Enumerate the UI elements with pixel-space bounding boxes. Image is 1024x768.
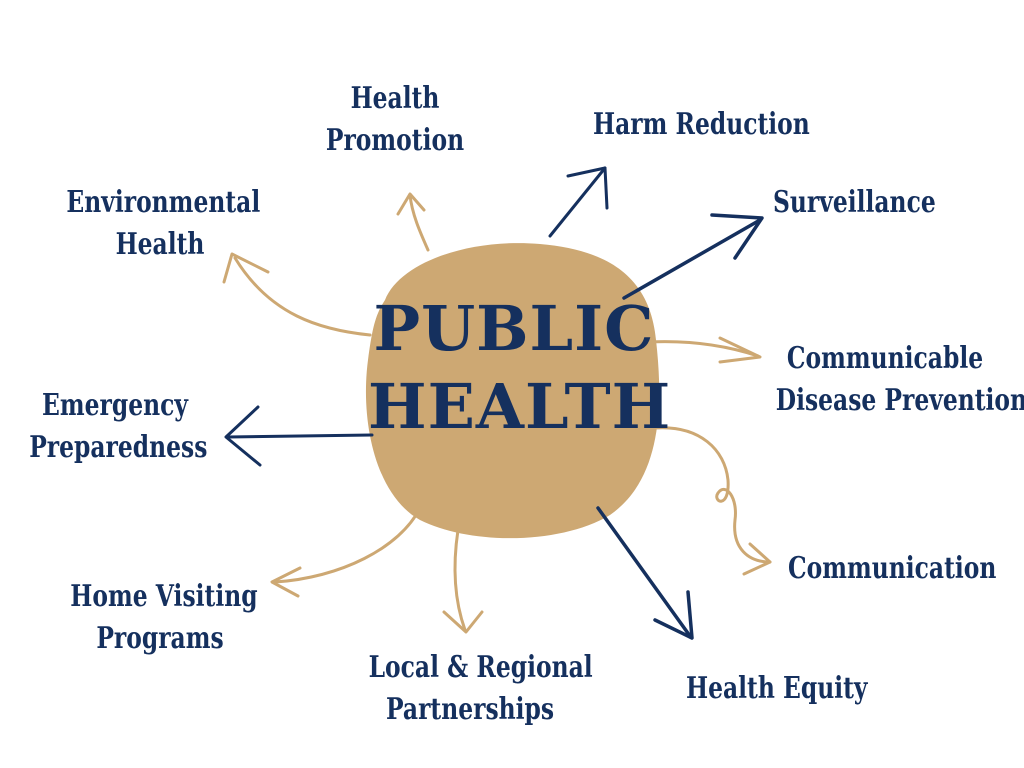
node-home-visiting-programs: Home Visiting Programs xyxy=(70,579,258,656)
arrow-communicable-disease xyxy=(646,336,762,364)
node-surveillance: Surveillance xyxy=(773,185,936,220)
arrow-harm-reduction xyxy=(548,166,609,238)
arrow-health-promotion xyxy=(396,192,430,252)
arrow-emergency-preparedness xyxy=(224,405,374,467)
node-health-promotion: Health Promotion xyxy=(325,81,465,158)
arrow-home-visiting xyxy=(270,506,422,598)
arrow-environmental-health xyxy=(222,252,372,337)
center-title: PUBLIC HEALTH xyxy=(368,290,672,446)
node-communicable-disease-prevention: Communicable Disease Prevention xyxy=(775,341,1024,418)
node-environmental-health: Environmental Health xyxy=(66,185,261,262)
arrow-local-regional xyxy=(442,528,484,634)
node-health-equity: Health Equity xyxy=(686,671,868,706)
center-title-line1: PUBLIC xyxy=(373,292,655,365)
arrow-communication xyxy=(653,426,772,576)
center-blob xyxy=(365,243,660,539)
node-local-regional-partnerships: Local & Regional Partnerships xyxy=(368,650,593,727)
center-title-line2: HEALTH xyxy=(368,370,672,443)
arrow-surveillance xyxy=(622,213,764,300)
node-harm-reduction: Harm Reduction xyxy=(593,107,810,142)
arrow-health-equity xyxy=(596,506,694,640)
node-communication: Communication xyxy=(788,551,997,586)
node-emergency-preparedness: Emergency Preparedness xyxy=(29,388,208,465)
